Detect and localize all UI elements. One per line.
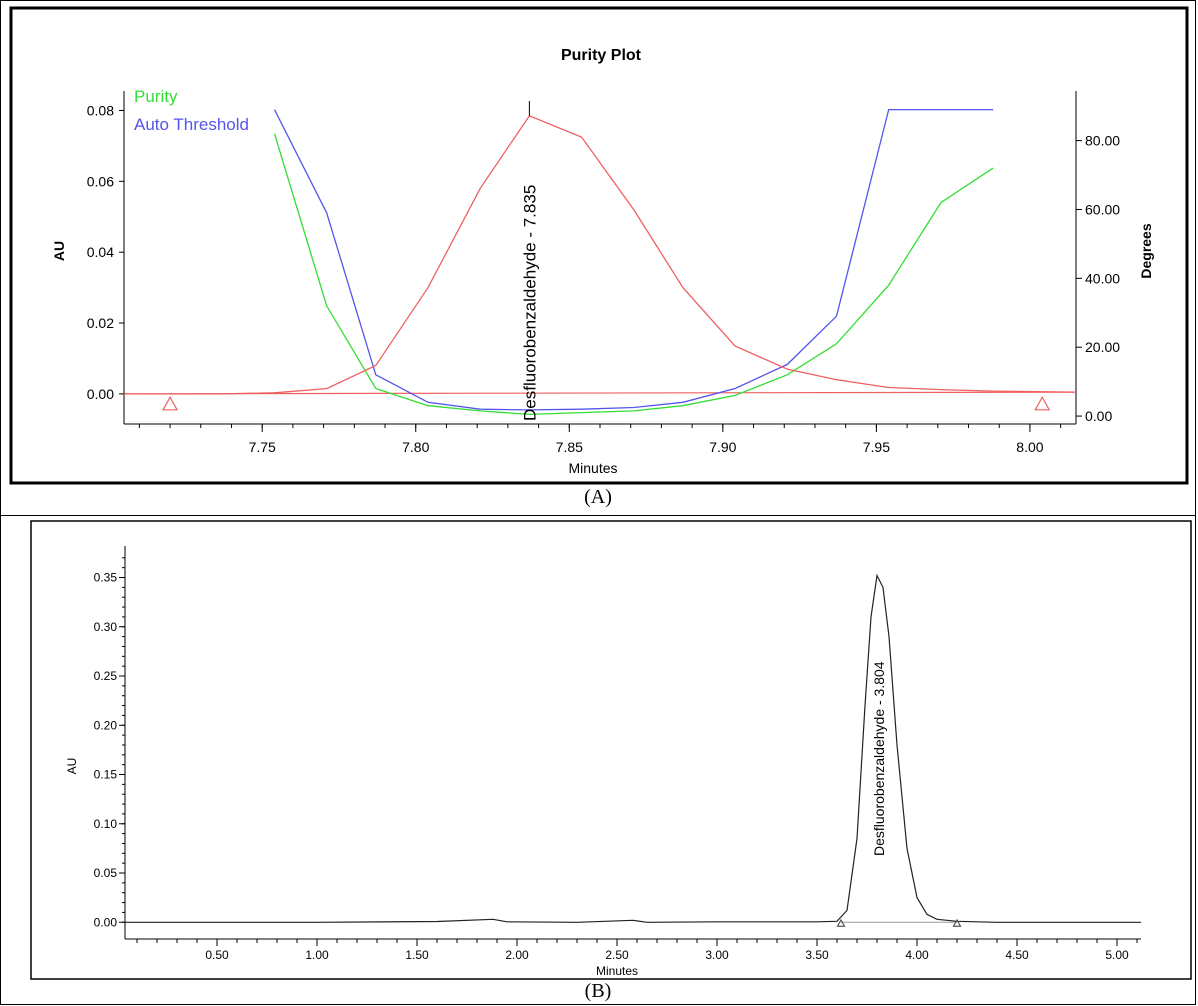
caption-a: (A): [584, 486, 612, 508]
chromatogram-frame: [30, 520, 1192, 980]
y2-tick-label: 60.00: [1085, 201, 1120, 217]
integration-marker: [836, 918, 846, 927]
panel-b-cell: AU Minutes 0.50 1.00 1.50 2.00 2.50 3.00 3.50 4…: [0, 515, 1196, 1005]
purity-line: [273, 133, 994, 416]
x-axis-label: Minutes: [596, 964, 638, 978]
y-tick-label: 0.15: [94, 768, 118, 782]
y-tick-label: 0.25: [94, 669, 118, 683]
y-tick-label: 0.10: [94, 817, 118, 831]
auto-threshold-line: [273, 108, 994, 411]
y-tick-label: 0.30: [94, 620, 118, 634]
integration-marker: [952, 918, 962, 927]
y2-tick-label: 0.00: [1085, 408, 1112, 424]
peak-label: Desfluorobenzaldehyde - 7.835: [520, 185, 539, 421]
panel-a-cell: Purity Plot Purity Auto Threshold AU Deg…: [0, 0, 1196, 516]
chart-title: Purity Plot: [561, 47, 642, 64]
legend-auto-threshold: Auto Threshold: [134, 115, 249, 134]
x-tick-label: 1.00: [305, 948, 329, 962]
y2-axis-label: Degrees: [1138, 223, 1154, 278]
x-tick-label: 1.50: [405, 948, 429, 962]
y2-tick-label: 40.00: [1085, 270, 1120, 286]
x-tick-label: 8.00: [1016, 439, 1043, 455]
x-tick-label: 7.90: [709, 439, 736, 455]
x-tick-label: 7.80: [402, 439, 429, 455]
x-tick-label: 4.50: [1005, 948, 1029, 962]
x-tick-label: 7.85: [556, 439, 583, 455]
y2-tick-label: 20.00: [1085, 339, 1120, 355]
y-tick-label: 0.35: [94, 571, 118, 585]
integration-marker: [1034, 395, 1051, 411]
purity-plot-frame: [9, 6, 1189, 485]
chromatogram-chart: AU Minutes 0.50 1.00 1.50 2.00 2.50 3.00 3.50 4…: [30, 520, 1192, 980]
baseline-line: [123, 391, 1077, 395]
y-tick-label: 0.06: [87, 173, 114, 189]
y-axis-label: AU: [51, 241, 67, 261]
x-tick-label: 7.95: [863, 439, 890, 455]
x-tick-label: 4.00: [905, 948, 929, 962]
y-tick-label: 0.08: [87, 102, 114, 118]
y-tick-label: 0.20: [94, 718, 118, 732]
x-tick-label: 5.00: [1105, 948, 1129, 962]
chromatogram-line: [124, 114, 1077, 395]
x-tick-label: 3.00: [705, 948, 729, 962]
y-tick-label: 0.02: [87, 315, 114, 331]
integration-marker: [162, 395, 179, 411]
y-axis-label: AU: [65, 758, 79, 775]
peak-label: Desfluorobenzaldehyde - 3.804: [871, 661, 887, 856]
x-axis-label: Minutes: [568, 460, 617, 476]
chromatogram-line: [125, 573, 1141, 923]
legend-purity: Purity: [134, 87, 178, 106]
caption-b: (B): [584, 980, 612, 1002]
y-tick-label: 0.00: [94, 915, 118, 929]
x-tick-label: 2.50: [605, 948, 629, 962]
y-tick-label: 0.04: [87, 244, 114, 260]
purity-plot-chart: Purity Plot Purity Auto Threshold AU Deg…: [9, 6, 1189, 485]
y-tick-label: 0.05: [94, 866, 118, 880]
y-tick-label: 0.00: [87, 386, 114, 402]
x-tick-label: 3.50: [805, 948, 829, 962]
x-tick-label: 0.50: [205, 948, 229, 962]
y2-tick-label: 80.00: [1085, 133, 1120, 149]
x-tick-label: 2.00: [505, 948, 529, 962]
x-tick-label: 7.75: [249, 439, 276, 455]
